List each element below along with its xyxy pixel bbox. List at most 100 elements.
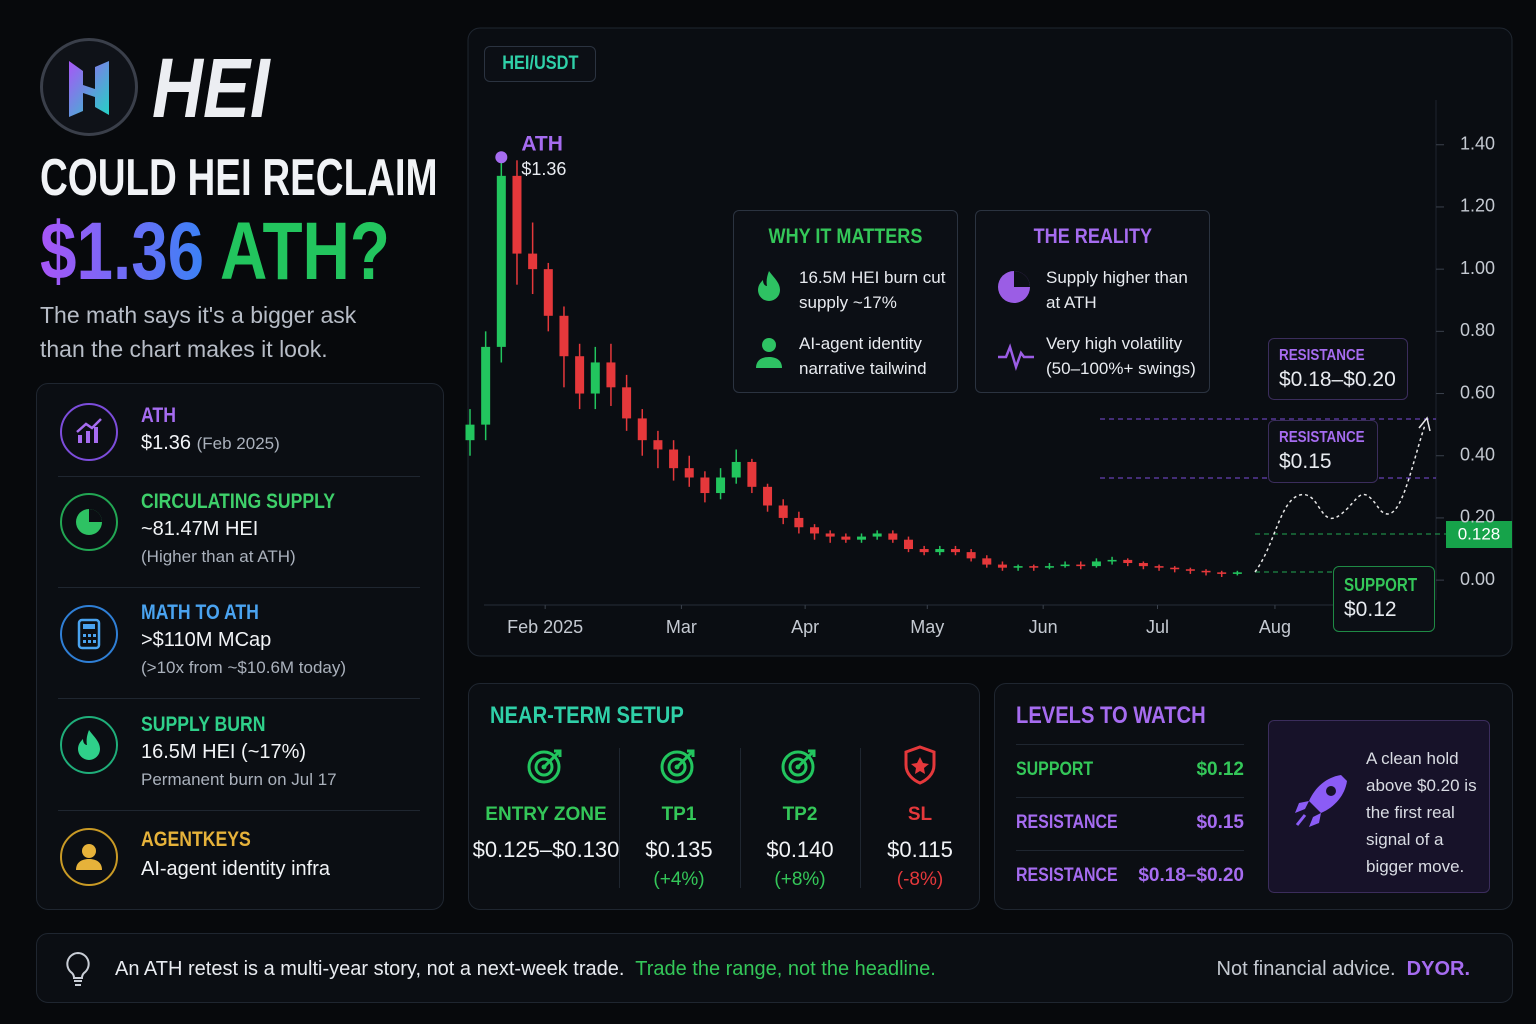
x-tick-label: Feb 2025 <box>507 617 583 637</box>
icon-ath <box>60 403 118 461</box>
candle-body <box>1060 564 1070 567</box>
candle-body <box>637 418 647 441</box>
candle-body <box>496 175 506 347</box>
candle-body <box>543 269 553 316</box>
candle-body <box>684 468 694 478</box>
level-value: $0.12 <box>1344 598 1397 621</box>
candle-body <box>950 549 960 553</box>
footer-highlight: Trade the range, not the headline. <box>635 958 936 980</box>
candle-body <box>1107 559 1117 562</box>
x-tick-label: Jun <box>1029 617 1058 637</box>
level-row-value: $0.15 <box>1196 812 1244 833</box>
candle-body <box>731 461 741 478</box>
title-line1: COULD HEI RECLAIM <box>40 148 577 208</box>
candle-body <box>872 533 882 537</box>
logo-mark <box>69 61 109 117</box>
icon-burn <box>60 716 118 774</box>
x-tick-label: Jul <box>1146 617 1169 637</box>
reality-box: THE REALITY Supply higher than at ATH Ve… <box>975 210 1210 393</box>
level-row-label-text: SUPPORT <box>1016 759 1094 780</box>
candle-body <box>606 362 616 388</box>
setup-title: NEAR-TERM SETUP <box>490 702 684 729</box>
candle-body <box>919 549 929 553</box>
y-tick-label: 0.00 <box>1460 569 1495 589</box>
footer-dyor: DYOR. <box>1406 958 1470 980</box>
setup-value: $0.140 <box>766 837 834 862</box>
pair-label: HEI/USDT <box>484 46 596 82</box>
projection-path <box>1254 424 1426 573</box>
stat-note: (Feb 2025) <box>196 434 280 453</box>
setup-value: $0.135 <box>645 837 713 862</box>
candle-body <box>888 533 898 540</box>
candle-body <box>1123 559 1133 564</box>
candle-body <box>966 552 976 559</box>
shield-icon <box>904 745 936 785</box>
stat-label: SUPPLY BURN <box>141 713 266 736</box>
stat: SUPPLY BURN 16.5M HEI (~17%) Permanent b… <box>141 713 337 790</box>
reality-title: THE REALITY <box>1033 225 1152 248</box>
why-item: AI-agent identity narrative tailwind <box>799 334 927 378</box>
level-box: SUPPORT $0.12 <box>1333 566 1435 632</box>
reality-item: Supply higher than at ATH <box>1046 268 1188 312</box>
candle-body <box>763 486 773 506</box>
setup-change: (+8%) <box>774 869 826 890</box>
setup-label: TP2 <box>782 804 818 825</box>
projection-arrow <box>1418 416 1431 432</box>
setup-value: $0.115 <box>887 837 953 862</box>
stat-label: AGENTKEYS <box>141 828 251 851</box>
x-tick-label: Aug <box>1259 617 1291 637</box>
title-price: $1.36 <box>40 206 205 297</box>
stat-value: ~81.47M HEI <box>141 518 259 540</box>
y-tick-label: 0.60 <box>1460 382 1495 402</box>
y-tick-label: 1.00 <box>1460 258 1495 278</box>
brand: HEI <box>152 40 292 137</box>
level-row-value: $0.12 <box>1196 759 1244 780</box>
candle-body <box>903 539 913 550</box>
level-box: RESISTANCE $0.15 <box>1268 420 1378 483</box>
candle-body <box>590 362 600 394</box>
candle-body <box>857 536 867 540</box>
candle-body <box>1076 564 1086 567</box>
y-tick-label: 0.40 <box>1460 444 1495 464</box>
ath-value: $1.36 <box>521 159 566 179</box>
candle-body <box>841 536 851 540</box>
x-tick-label: Apr <box>791 617 819 637</box>
y-tick-label: 0.20 <box>1460 507 1495 527</box>
separator <box>1016 850 1244 851</box>
candle-body <box>653 440 663 450</box>
title-line2: $1.36 ATH? <box>40 205 477 299</box>
candle-body <box>481 346 491 425</box>
level-label: SUPPORT <box>1344 575 1418 595</box>
separator <box>58 810 420 811</box>
setup-label: ENTRY ZONE <box>485 804 607 825</box>
separator <box>1016 797 1244 798</box>
setup-value: $0.125–$0.130 <box>472 837 620 862</box>
stat: ATH $1.36 (Feb 2025) <box>141 404 280 455</box>
setup-change: (+4%) <box>653 869 705 890</box>
candle-body <box>528 253 538 270</box>
logo <box>40 38 138 136</box>
stat: AGENTKEYS AI-agent identity infra <box>141 828 330 881</box>
level-row-label: RESISTANCE <box>1016 865 1137 887</box>
candle-body <box>1154 566 1164 568</box>
icon-supply <box>60 493 118 551</box>
ath-marker <box>495 151 508 164</box>
why-box: WHY IT MATTERS 16.5M HEI burn cut supply… <box>733 210 958 393</box>
level-box: RESISTANCE $0.18–$0.20 <box>1268 338 1408 400</box>
y-tick-label: 1.20 <box>1460 196 1495 216</box>
candle-body <box>1138 563 1148 567</box>
x-tick-label: Mar <box>666 617 697 637</box>
footer-text: An ATH retest is a multi-year story, not… <box>115 958 625 980</box>
candle-body <box>1029 566 1039 568</box>
setup-label: TP1 <box>661 804 697 825</box>
candle-body <box>575 356 585 394</box>
brand-text: HEI <box>152 41 270 135</box>
candle-body <box>778 505 788 518</box>
separator <box>860 748 861 888</box>
candle-body <box>559 315 569 357</box>
levels-title: LEVELS TO WATCH <box>1016 702 1206 729</box>
icon-math <box>60 605 118 663</box>
level-row-label: RESISTANCE <box>1016 812 1137 834</box>
target-icon <box>660 749 695 784</box>
candle-body <box>747 461 757 487</box>
